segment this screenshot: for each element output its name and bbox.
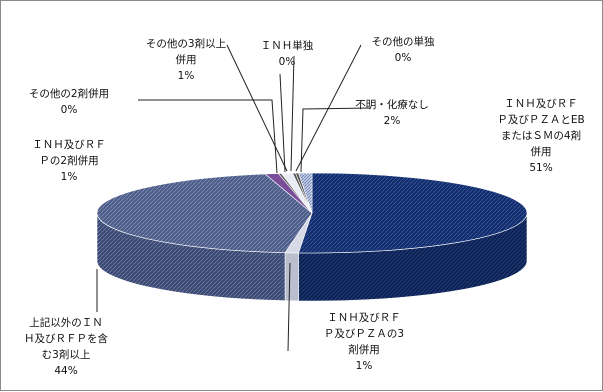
label-line: ＩＮＨ及びＲＦ xyxy=(504,98,578,110)
label-line: Ｐ及びＰＺＡの3 xyxy=(324,328,404,340)
label-2-drug-inh-rfp: ＩＮＨ及びＲＦ Ｐの2剤併用 1% xyxy=(32,139,106,183)
data-label-percent: 0% xyxy=(279,56,296,68)
data-label-percent: 44% xyxy=(54,365,77,377)
label-line: 併用 xyxy=(531,145,552,158)
leader-other-3-drug-b xyxy=(226,44,288,172)
leader-3-drug xyxy=(287,262,291,352)
slice-3plus-other xyxy=(96,173,313,253)
leader-other-3-drug xyxy=(279,73,286,173)
label-line: その他の単独 xyxy=(372,35,435,48)
data-label-percent: 1% xyxy=(178,70,195,82)
label-line: Ｐの2剤併用 xyxy=(39,154,98,167)
label-other-3-drug: その他の3剤以上併用 1% xyxy=(146,37,226,82)
label-other-single: その他の単独 0% xyxy=(372,35,435,64)
label-line: 不明・化療なし xyxy=(355,98,429,111)
label-line: ＩＮＨ及びＲＦ xyxy=(32,139,106,151)
data-label-percent: 2% xyxy=(384,115,401,127)
label-line: ＩＮＨ及びＲＦ xyxy=(327,312,401,324)
label-unknown: 不明・化療なし 2% xyxy=(355,98,429,127)
label-line: Ｐ及びＰＺＡとEB xyxy=(497,114,584,126)
label-line: ＩＮＨ単独 xyxy=(261,39,314,52)
label-line: 上記以外のＩＮ xyxy=(29,316,103,329)
slice-3-drug-side xyxy=(284,252,299,302)
label-other-2-drug: その他の2剤併用 0% xyxy=(29,87,109,116)
slice-unknown xyxy=(298,172,313,214)
slice-4-drug xyxy=(298,172,528,254)
leader-other-single xyxy=(295,44,362,172)
data-label-percent: 0% xyxy=(395,52,412,64)
label-line: またはＳＭの4剤 xyxy=(501,129,581,142)
label-line: その他の3剤以上 xyxy=(146,37,226,50)
label-4-drug: ＩＮＨ及びＲＦ Ｐ及びＰＺＡとEB またはＳＭの4剤併用 51% xyxy=(497,98,584,174)
label-line: その他の2剤併用 xyxy=(29,87,109,100)
label-line: む3剤以上 xyxy=(42,348,91,361)
label-inh-only: ＩＮＨ単独 0% xyxy=(261,39,314,68)
leader-unknown xyxy=(300,107,372,173)
label-line: 併用 xyxy=(176,53,197,66)
leader-other-2-drug xyxy=(138,99,278,174)
label-line: Ｈ及びＲＦＰを含 xyxy=(24,332,108,345)
label-line: 剤併用 xyxy=(348,343,380,356)
data-label-percent: 1% xyxy=(356,360,373,372)
label-3-drug: ＩＮＨ及びＲＦ Ｐ及びＰＺＡの3 剤併用 1% xyxy=(324,312,404,372)
label-3plus-other: 上記以外のＩＮ Ｈ及びＲＦＰを含む3剤以上 44% xyxy=(24,316,108,377)
leader-inh-only xyxy=(290,55,295,172)
data-label-percent: 51% xyxy=(529,162,552,174)
data-label-percent: 0% xyxy=(61,104,78,116)
data-label-percent: 1% xyxy=(61,171,78,183)
